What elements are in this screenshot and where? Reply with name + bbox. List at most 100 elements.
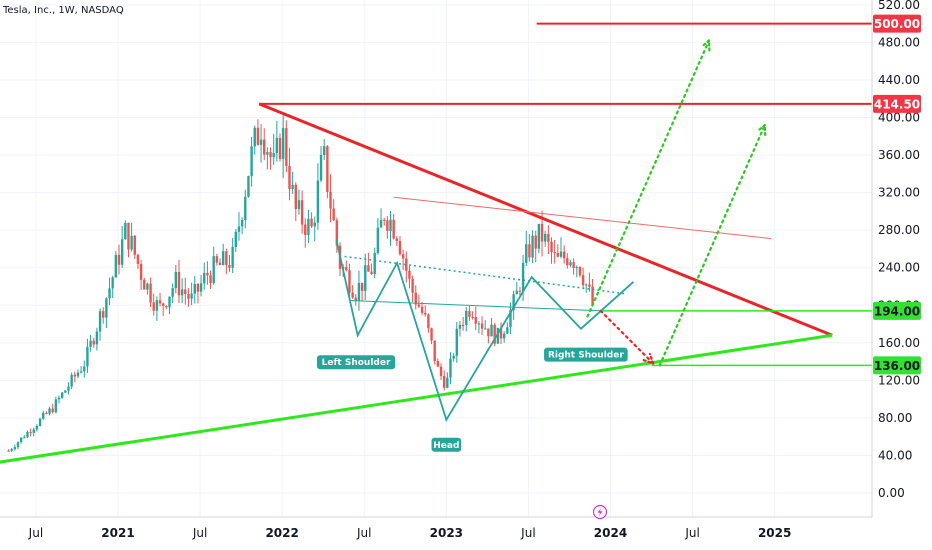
candle-body [275, 137, 279, 154]
candle-body [234, 231, 238, 247]
candle-body [146, 283, 149, 290]
candle-body [408, 270, 411, 279]
candle-body [449, 358, 452, 378]
y-tick-label: 160.00 [878, 336, 920, 350]
candle-body [471, 316, 474, 318]
candle-body [67, 386, 70, 391]
candle-body [364, 265, 367, 291]
x-tick-label: Jul [684, 526, 699, 540]
price-badge [873, 301, 921, 320]
arrow-head [756, 122, 767, 137]
candle-body [225, 251, 228, 266]
candle-body [585, 284, 588, 286]
candle-body [370, 271, 373, 275]
candle-body [130, 235, 133, 250]
candle-body [405, 258, 408, 271]
candle-body [237, 226, 241, 232]
candle-body [218, 262, 222, 265]
candle-body [35, 425, 39, 430]
candle-body [38, 418, 42, 426]
candle-body [439, 366, 443, 376]
price-badge-label: 500.00 [874, 17, 920, 31]
candle-body [382, 219, 386, 221]
candle-body [304, 224, 307, 235]
candle-body [569, 262, 572, 266]
projection-up-arrow [586, 39, 711, 318]
drawing-lines [0, 22, 872, 464]
price-badge [873, 14, 921, 33]
candle-body [515, 290, 518, 295]
candle-body [127, 222, 130, 250]
candle-body [117, 254, 121, 265]
x-tick-label: Jul [356, 526, 371, 540]
candle-body [152, 302, 155, 311]
candle-body [76, 372, 80, 377]
candle-body [10, 449, 13, 451]
candle-body [86, 346, 89, 367]
candle-body [578, 267, 582, 276]
candle-body [149, 283, 152, 303]
y-tick-label: 120.00 [878, 373, 920, 387]
candle-body [455, 328, 459, 356]
candle-body [465, 310, 468, 325]
candle-body [398, 241, 402, 255]
candle-body [269, 152, 272, 158]
y-tick-label: 0.00 [878, 486, 905, 500]
candle-body [51, 408, 54, 413]
candle-body [143, 279, 146, 290]
pattern-label-bg [544, 347, 628, 362]
pattern-label-bg [316, 355, 396, 370]
candle-body [307, 218, 310, 235]
candle-body [566, 258, 569, 266]
candle-body [433, 340, 436, 362]
candle-body [102, 311, 105, 318]
candle-body [420, 306, 424, 313]
x-tick-label: Jul [192, 526, 207, 540]
candle-body [259, 139, 263, 145]
candle-body [272, 153, 275, 158]
candle-body [105, 298, 108, 318]
candle-body [221, 251, 225, 265]
candle-body [386, 220, 389, 231]
candle-body [360, 282, 364, 291]
x-tick-label: 2025 [758, 526, 791, 540]
candle-body [139, 264, 143, 280]
candle-body [32, 429, 35, 433]
candle-body [281, 128, 285, 159]
candle-body [553, 252, 556, 254]
lightning-icon[interactable] [592, 504, 608, 520]
candle-body [436, 361, 440, 367]
candle-body [379, 219, 383, 228]
candle-body [442, 375, 446, 388]
candle-body [187, 294, 190, 299]
candle-body [7, 450, 10, 452]
candle-body [83, 366, 86, 372]
candle-body [316, 180, 320, 223]
candle-body [550, 241, 553, 253]
candle-body [518, 290, 522, 292]
pattern-label: Head [433, 441, 459, 451]
time-axis[interactable]: Jul 2021 Jul 2022 Jul 2023 Jul 2024 Jul 2025 [28, 526, 792, 540]
axes [0, 0, 873, 518]
candle-body [392, 219, 395, 239]
red-trendline [258, 102, 833, 337]
candle-body [474, 317, 477, 324]
candle-body [373, 252, 376, 275]
candle-body [572, 262, 575, 269]
candle-body [484, 328, 487, 330]
candle-body [452, 355, 455, 359]
candle-body [480, 323, 484, 329]
candle-body [19, 437, 23, 443]
candle-body [177, 271, 181, 296]
y-tick-label: 240.00 [878, 261, 920, 275]
candle-body [335, 220, 339, 246]
candle-body [124, 222, 127, 240]
candle-body [285, 128, 288, 166]
price-axis[interactable]: 0.0040.0080.00120.00160.00200.00240.0028… [878, 0, 920, 500]
candle-body [468, 310, 471, 317]
candle-body [528, 244, 531, 258]
candle-body [199, 283, 203, 292]
candle-body [240, 219, 244, 227]
grid [0, 0, 872, 517]
